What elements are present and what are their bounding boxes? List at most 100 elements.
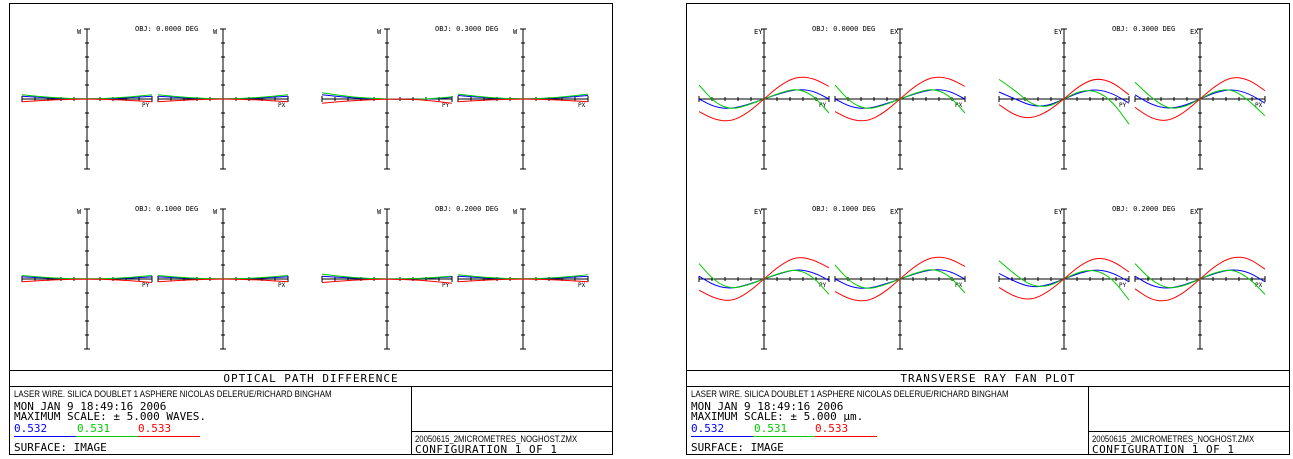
ray-fan-px-subplot: EX PX (1134, 208, 1266, 350)
y-axis-label: EY (1054, 28, 1063, 36)
series-line-0-533 (21, 278, 153, 283)
series-line-0-533 (21, 98, 153, 103)
opd-wavelength-3: 0.533 (138, 422, 172, 435)
opd-file-name: 20050615_2MICROMETRES_NOGHOST.ZMX (415, 434, 578, 444)
opd-title: OPTICAL PATH DIFFERENCE (10, 370, 612, 387)
y-axis-label: EY (754, 208, 763, 216)
y-axis-label: EY (754, 28, 763, 36)
y-axis-label: EX (1190, 208, 1199, 216)
opd-field-3: OBJ: 0.2000 DEG W PY W PX (321, 205, 589, 350)
opd-date: MON JAN 9 18:49:16 2006 (14, 400, 167, 413)
opd-wavelength-2-rule (76, 436, 138, 437)
opd-py-subplot: W PY (21, 208, 153, 350)
opd-info-right: 20050615_2MICROMETRES_NOGHOST.ZMX CONFIG… (412, 387, 612, 455)
series-line-0-533 (321, 98, 453, 104)
y-axis-label: W (377, 28, 382, 36)
series-line-0-533 (698, 76, 830, 122)
x-axis-label: PY (819, 282, 827, 289)
x-axis-label: PX (578, 282, 586, 289)
y-axis-label: EX (890, 208, 899, 216)
y-axis-label: W (513, 28, 518, 36)
opd-wavelength-2: 0.531 (77, 422, 111, 435)
opd-py-subplot: W PY (21, 28, 153, 170)
opd-field-label: OBJ: 0.0000 DEG (135, 25, 198, 33)
opd-panel: OBJ: 0.0000 DEG W PY W PX OBJ: 0.3000 DEG W PY W… (9, 3, 613, 455)
ray-fan-wavelength-1-rule (691, 436, 753, 437)
x-axis-label: PX (278, 282, 286, 289)
ray-fan-configuration: CONFIGURATION 1 OF 1 (1092, 443, 1235, 456)
opd-py-subplot: W PY (321, 28, 453, 170)
x-axis-label: PY (1119, 282, 1127, 289)
series-line-0-533 (834, 76, 966, 122)
opd-field-label: OBJ: 0.3000 DEG (435, 25, 498, 33)
opd-field-label: OBJ: 0.2000 DEG (435, 205, 498, 213)
series-line-0-533 (457, 278, 589, 283)
opd-field-1: OBJ: 0.3000 DEG W PY W PX (321, 25, 589, 170)
opd-wavelength-1-rule (14, 436, 76, 437)
series-line-0-533 (1134, 256, 1266, 302)
ray-fan-wavelength-1: 0.532 (691, 422, 725, 435)
ray-fan-panel: OBJ: 0.0000 DEG EY PY EX PX OBJ: 0.3000 DEG EY… (686, 3, 1290, 455)
ray-fan-field-label: OBJ: 0.2000 DEG (1112, 205, 1175, 213)
ray-fan-file-name: 20050615_2MICROMETRES_NOGHOST.ZMX (1092, 434, 1255, 444)
opd-wavelength-3-rule (138, 436, 200, 437)
x-axis-label: PY (142, 282, 150, 289)
ray-fan-wavelength-2-rule (753, 436, 815, 437)
series-line-0-533 (698, 257, 830, 301)
opd-file-box: 20050615_2MICROMETRES_NOGHOST.ZMX CONFIG… (412, 431, 612, 455)
series-line-0-533 (1134, 77, 1266, 121)
opd-configuration: CONFIGURATION 1 OF 1 (415, 443, 558, 456)
opd-scale: MAXIMUM SCALE: ± 5.000 WAVES. (14, 410, 207, 423)
series-line-0-533 (157, 98, 289, 103)
y-axis-label: W (377, 208, 382, 216)
series-line-0-533 (998, 258, 1130, 300)
ray-fan-field-3: OBJ: 0.2000 DEG EY PY EX PX (998, 205, 1266, 350)
ray-fan-field-label: OBJ: 0.3000 DEG (1112, 25, 1175, 33)
ray-fan-description: LASER WIRE. SILICA DOUBLET 1 ASPHERE NIC… (691, 389, 1009, 399)
ray-fan-field-1: OBJ: 0.3000 DEG EY PY EX PX (998, 25, 1266, 170)
ray-fan-info-left: LASER WIRE. SILICA DOUBLET 1 ASPHERE NIC… (687, 387, 1089, 455)
ray-fan-py-subplot: EY PY (698, 208, 830, 350)
x-axis-label: PX (1255, 102, 1263, 109)
y-axis-label: W (77, 28, 82, 36)
y-axis-label: W (513, 208, 518, 216)
opd-field-label: OBJ: 0.1000 DEG (135, 205, 198, 213)
opd-info-block: LASER WIRE. SILICA DOUBLET 1 ASPHERE NIC… (10, 387, 612, 455)
ray-fan-field-label: OBJ: 0.1000 DEG (812, 205, 875, 213)
ray-fan-surface: SURFACE: IMAGE (691, 441, 784, 454)
opd-px-subplot: W PX (157, 208, 289, 350)
y-axis-label: W (77, 208, 82, 216)
x-axis-label: PY (1119, 102, 1127, 109)
y-axis-label: EY (1054, 208, 1063, 216)
opd-wavelength-1: 0.532 (14, 422, 48, 435)
ray-fan-wavelength-3-rule (815, 436, 877, 437)
x-axis-label: PX (278, 102, 286, 109)
y-axis-label: W (213, 28, 218, 36)
ray-fan-info-right: 20050615_2MICROMETRES_NOGHOST.ZMX CONFIG… (1089, 387, 1289, 455)
ray-fan-info-block: LASER WIRE. SILICA DOUBLET 1 ASPHERE NIC… (687, 387, 1289, 455)
y-axis-label: W (213, 208, 218, 216)
opd-surface: SURFACE: IMAGE (14, 441, 107, 454)
ray-fan-wavelength-2: 0.531 (754, 422, 788, 435)
series-line-0-533 (157, 278, 289, 283)
ray-fan-file-box: 20050615_2MICROMETRES_NOGHOST.ZMX CONFIG… (1089, 431, 1289, 455)
opd-field-0: OBJ: 0.0000 DEG W PY W PX (21, 25, 289, 170)
x-axis-label: PY (442, 282, 450, 289)
series-line-0-533 (834, 256, 966, 302)
opd-description: LASER WIRE. SILICA DOUBLET 1 ASPHERE NIC… (14, 389, 332, 399)
ray-fan-scale: MAXIMUM SCALE: ± 5.000 µm. (691, 410, 864, 423)
x-axis-label: PX (1255, 282, 1263, 289)
opd-px-subplot: W PX (457, 28, 589, 170)
ray-fan-py-subplot: EY PY (998, 28, 1130, 170)
opd-px-subplot: W PX (157, 28, 289, 170)
x-axis-label: PX (578, 102, 586, 109)
x-axis-label: PY (142, 102, 150, 109)
series-line-0-533 (998, 78, 1130, 119)
